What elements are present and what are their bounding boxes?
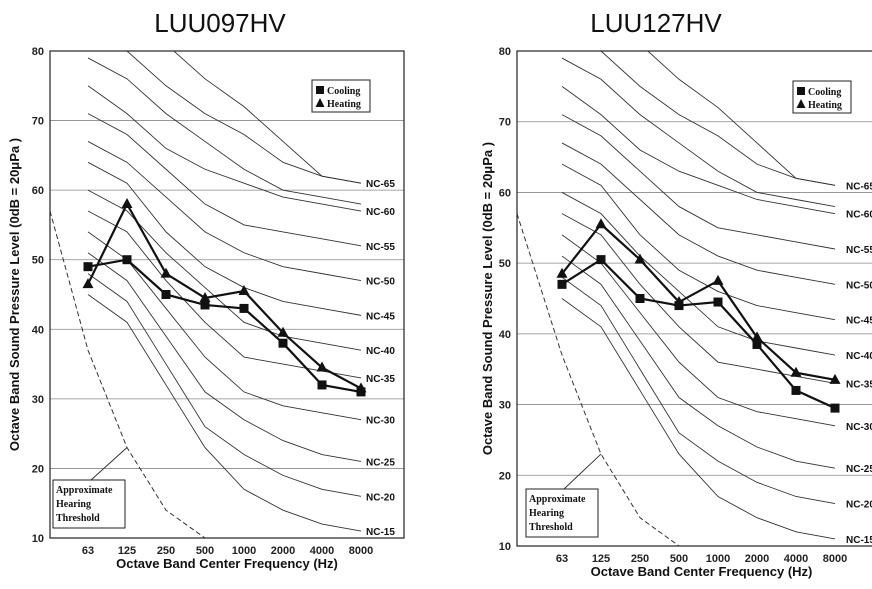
data-point-cooling: [318, 380, 327, 389]
data-point-cooling: [84, 262, 93, 271]
y-tick-label: 20: [32, 463, 44, 475]
threshold-label-line: Approximate: [529, 494, 586, 505]
y-tick-label: 50: [499, 258, 511, 270]
legend-marker-square: [797, 87, 805, 95]
data-point-heating: [161, 268, 172, 278]
y-tick-label: 50: [32, 255, 44, 267]
nc-label: NC-55: [846, 245, 872, 256]
y-tick-label: 70: [32, 116, 44, 128]
nc-curve: [88, 253, 361, 462]
data-point-heating: [239, 285, 250, 295]
nc-label: NC-45: [366, 311, 395, 322]
nc-label: NC-45: [846, 316, 872, 327]
nc-curve: [562, 214, 835, 384]
chart-svg-luu097hv: 102030405060708063 125 250 500 1000 2000 4000 8…: [0, 0, 436, 584]
nc-label: NC-60: [366, 207, 395, 218]
data-point-cooling: [123, 255, 132, 264]
data-point-cooling: [636, 294, 645, 303]
data-point-heating: [83, 278, 94, 288]
nc-label: NC-40: [366, 346, 395, 357]
chart-title: LUU127HV: [466, 8, 846, 39]
nc-label: NC-40: [846, 351, 872, 362]
nc-label: NC-30: [366, 416, 395, 427]
data-point-heating: [122, 198, 133, 208]
y-tick-label: 10: [499, 541, 511, 553]
data-point-cooling: [597, 255, 606, 264]
threshold-pointer: [91, 448, 127, 480]
nc-curve: [88, 114, 361, 246]
nc-label: NC-25: [366, 457, 395, 468]
nc-label: NC-65: [846, 181, 872, 192]
nc-curve: [562, 256, 835, 468]
y-tick-label: 30: [499, 400, 511, 412]
threshold-label-line: Hearing: [529, 508, 564, 519]
nc-label: NC-20: [366, 492, 395, 503]
y-tick-label: 60: [32, 185, 44, 197]
threshold-pointer: [564, 454, 601, 489]
x-tick-label: 63: [556, 553, 568, 565]
threshold-label-line: Approximate: [56, 485, 113, 496]
x-axis-label: Octave Band Center Frequency (Hz): [116, 556, 338, 571]
y-tick-label: 80: [32, 46, 44, 58]
nc-curve: [562, 58, 835, 207]
y-tick-label: 40: [32, 324, 44, 336]
y-tick-label: 70: [499, 117, 511, 129]
nc-label: NC-65: [366, 179, 395, 190]
y-tick-label: 30: [32, 394, 44, 406]
legend-label: Cooling: [808, 87, 841, 98]
x-tick-label: 63: [82, 545, 94, 557]
nc-label: NC-15: [366, 527, 395, 538]
data-point-cooling: [279, 339, 288, 348]
nc-label: NC-20: [846, 500, 872, 511]
nc-label: NC-60: [846, 210, 872, 221]
threshold-label-line: Threshold: [56, 513, 100, 524]
nc-label: NC-35: [846, 379, 872, 390]
nc-label: NC-50: [366, 277, 395, 288]
data-point-heating: [596, 218, 607, 228]
data-point-cooling: [240, 304, 249, 313]
data-point-cooling: [558, 280, 567, 289]
data-point-cooling: [714, 298, 723, 307]
nc-label: NC-15: [846, 535, 872, 546]
legend-label: Heating: [808, 100, 842, 111]
chart-svg-luu127hv: 102030405060708063 125 250 500 1000 2000 4000 8…: [436, 0, 872, 584]
y-axis-label: Octave Band Sound Pressure Level (0dB = …: [480, 142, 495, 455]
series-line-heating: [88, 204, 361, 388]
y-tick-label: 60: [499, 187, 511, 199]
chart-panel-luu097hv: LUU097HV 10 20 30 40 50 60 70 80 63 125 250 500 1000…: [0, 0, 436, 584]
nc-label: NC-55: [366, 242, 395, 253]
y-axis-label: Octave Band Sound Pressure Level (0dB = …: [7, 138, 22, 451]
series-line-heating: [562, 224, 835, 380]
threshold-label-line: Hearing: [56, 499, 91, 510]
legend-label: Cooling: [327, 86, 360, 97]
data-point-cooling: [792, 386, 801, 395]
x-tick-label: 8000: [823, 553, 847, 565]
threshold-label-line: Threshold: [529, 522, 573, 533]
data-point-cooling: [162, 290, 171, 299]
chart-title: LUU097HV: [40, 8, 400, 39]
y-tick-label: 20: [499, 470, 511, 482]
data-point-heating: [713, 275, 724, 285]
y-tick-label: 40: [499, 329, 511, 341]
nc-label: NC-30: [846, 422, 872, 433]
x-axis-label: Octave Band Center Frequency (Hz): [591, 564, 813, 579]
nc-label: NC-50: [846, 280, 872, 291]
legend-label: Heating: [327, 99, 361, 110]
y-tick-label: 80: [499, 46, 511, 58]
chart-panel-luu127hv: LUU127HV 10 20 30 40 50 60 70 80 63 125 250 500 1000…: [436, 0, 872, 584]
data-point-cooling: [831, 404, 840, 413]
nc-label: NC-25: [846, 464, 872, 475]
x-tick-label: 8000: [349, 545, 373, 557]
plot-frame: [517, 51, 872, 546]
nc-label: NC-35: [366, 374, 395, 385]
nc-curve: [562, 115, 835, 249]
legend-marker-square: [316, 86, 324, 94]
y-tick-label: 10: [32, 533, 44, 545]
